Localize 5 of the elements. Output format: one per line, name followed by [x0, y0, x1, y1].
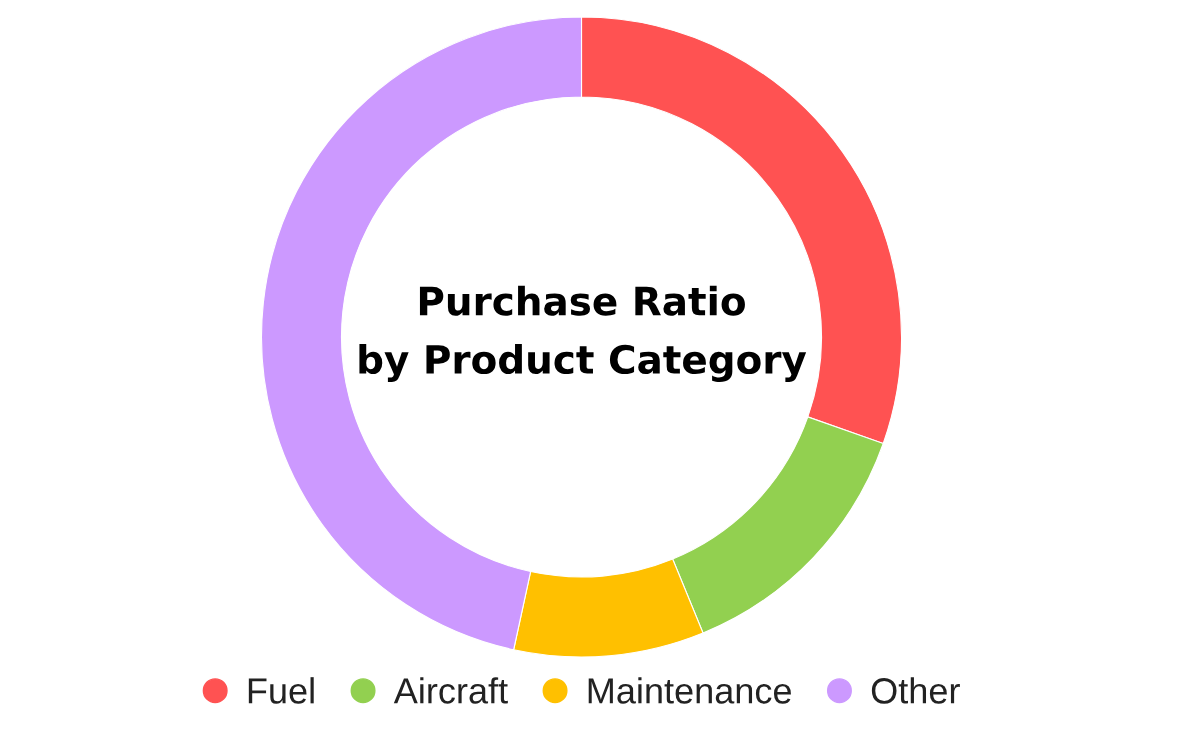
legend-label: Aircraft — [393, 677, 508, 704]
legend-label: Fuel — [248, 677, 314, 704]
text: Purchase Ratio by Product Category — [359, 285, 807, 382]
legend-label: Other — [871, 677, 960, 704]
legend-label: Maintenance — [588, 677, 791, 704]
